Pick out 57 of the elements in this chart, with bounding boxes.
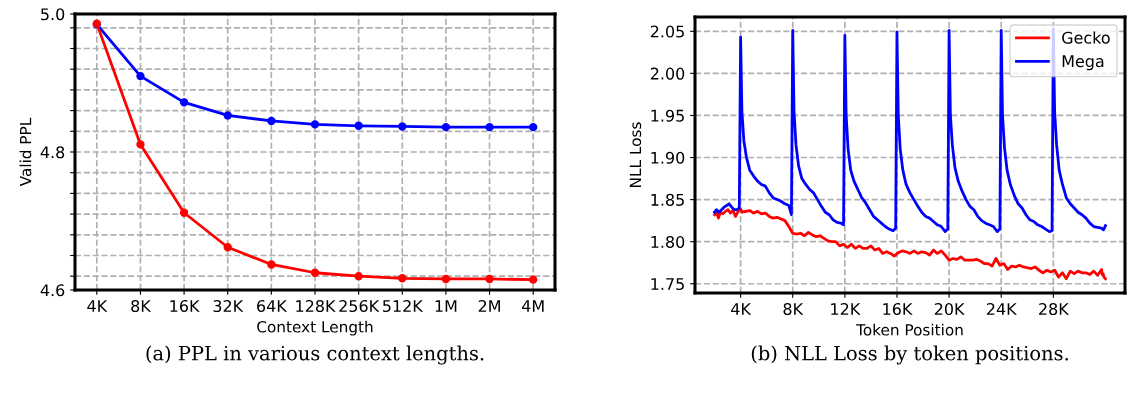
point [485,122,494,132]
x-tick-label: 4K [731,303,752,315]
x-tick-label: 128K [296,300,336,313]
x-axis-title: Context Length [257,320,373,336]
x-tick-label: 8K [783,303,804,316]
point [310,268,320,277]
x-tick-label: 512K [383,300,424,313]
point [179,208,189,217]
y-tick-label: 5.0 [41,8,65,21]
point [354,272,363,281]
point [310,120,320,129]
point [267,116,276,126]
x-tick-label: 8K [131,300,152,313]
x-tick-label: 28K [1039,303,1070,316]
y-axis-title: NLL Loss [629,122,642,187]
x-tick-label: 256K [339,300,380,313]
y-tick-label: 2.05 [650,25,684,38]
legend-label: Mega [1062,55,1104,71]
point [485,274,494,284]
line-series [713,207,1107,281]
y-axis-title: Valid PPL [19,117,32,187]
y-tick-label: 1.90 [651,151,685,164]
point [529,275,538,284]
x-tick-label: 2M [478,300,500,312]
point [441,274,451,284]
y-tick-label: 1.80 [651,235,685,248]
point [179,98,189,107]
y-tick-label: 2.00 [650,67,685,80]
x-tick-label: 4M [521,300,544,312]
point [398,122,407,131]
point [267,260,276,269]
x-tick-label: 20K [934,303,965,316]
x-tick-label: 1M [435,300,457,312]
x-tick-label: 64K [257,300,288,313]
x-tick-label: 16K [170,300,200,313]
legend-label: Gecko [1062,31,1110,44]
point [529,122,538,132]
point [223,111,232,120]
y-tick-label: 1.75 [651,278,684,291]
text: (a) PPL in various context lengths. [146,345,484,365]
y-tick-label: 1.85 [651,193,684,206]
y-tick-label: 4.8 [40,146,65,159]
point [354,121,363,130]
x-tick-label: 12K [831,303,861,315]
y-tick-label: 4.6 [40,284,65,297]
x-tick-label: 24K [986,303,1017,315]
point [398,274,407,283]
x-tick-label: 4K [87,300,108,312]
x-tick-label: 32K [213,300,244,313]
x-tick-label: 16K [883,303,913,316]
x-axis-title: Token Position [856,323,963,336]
point [136,71,145,81]
point [136,140,145,149]
y-tick-label: 1.95 [651,109,684,122]
point [441,122,451,132]
point [223,243,232,252]
text: (b) NLL Loss by token positions. [751,345,1068,365]
